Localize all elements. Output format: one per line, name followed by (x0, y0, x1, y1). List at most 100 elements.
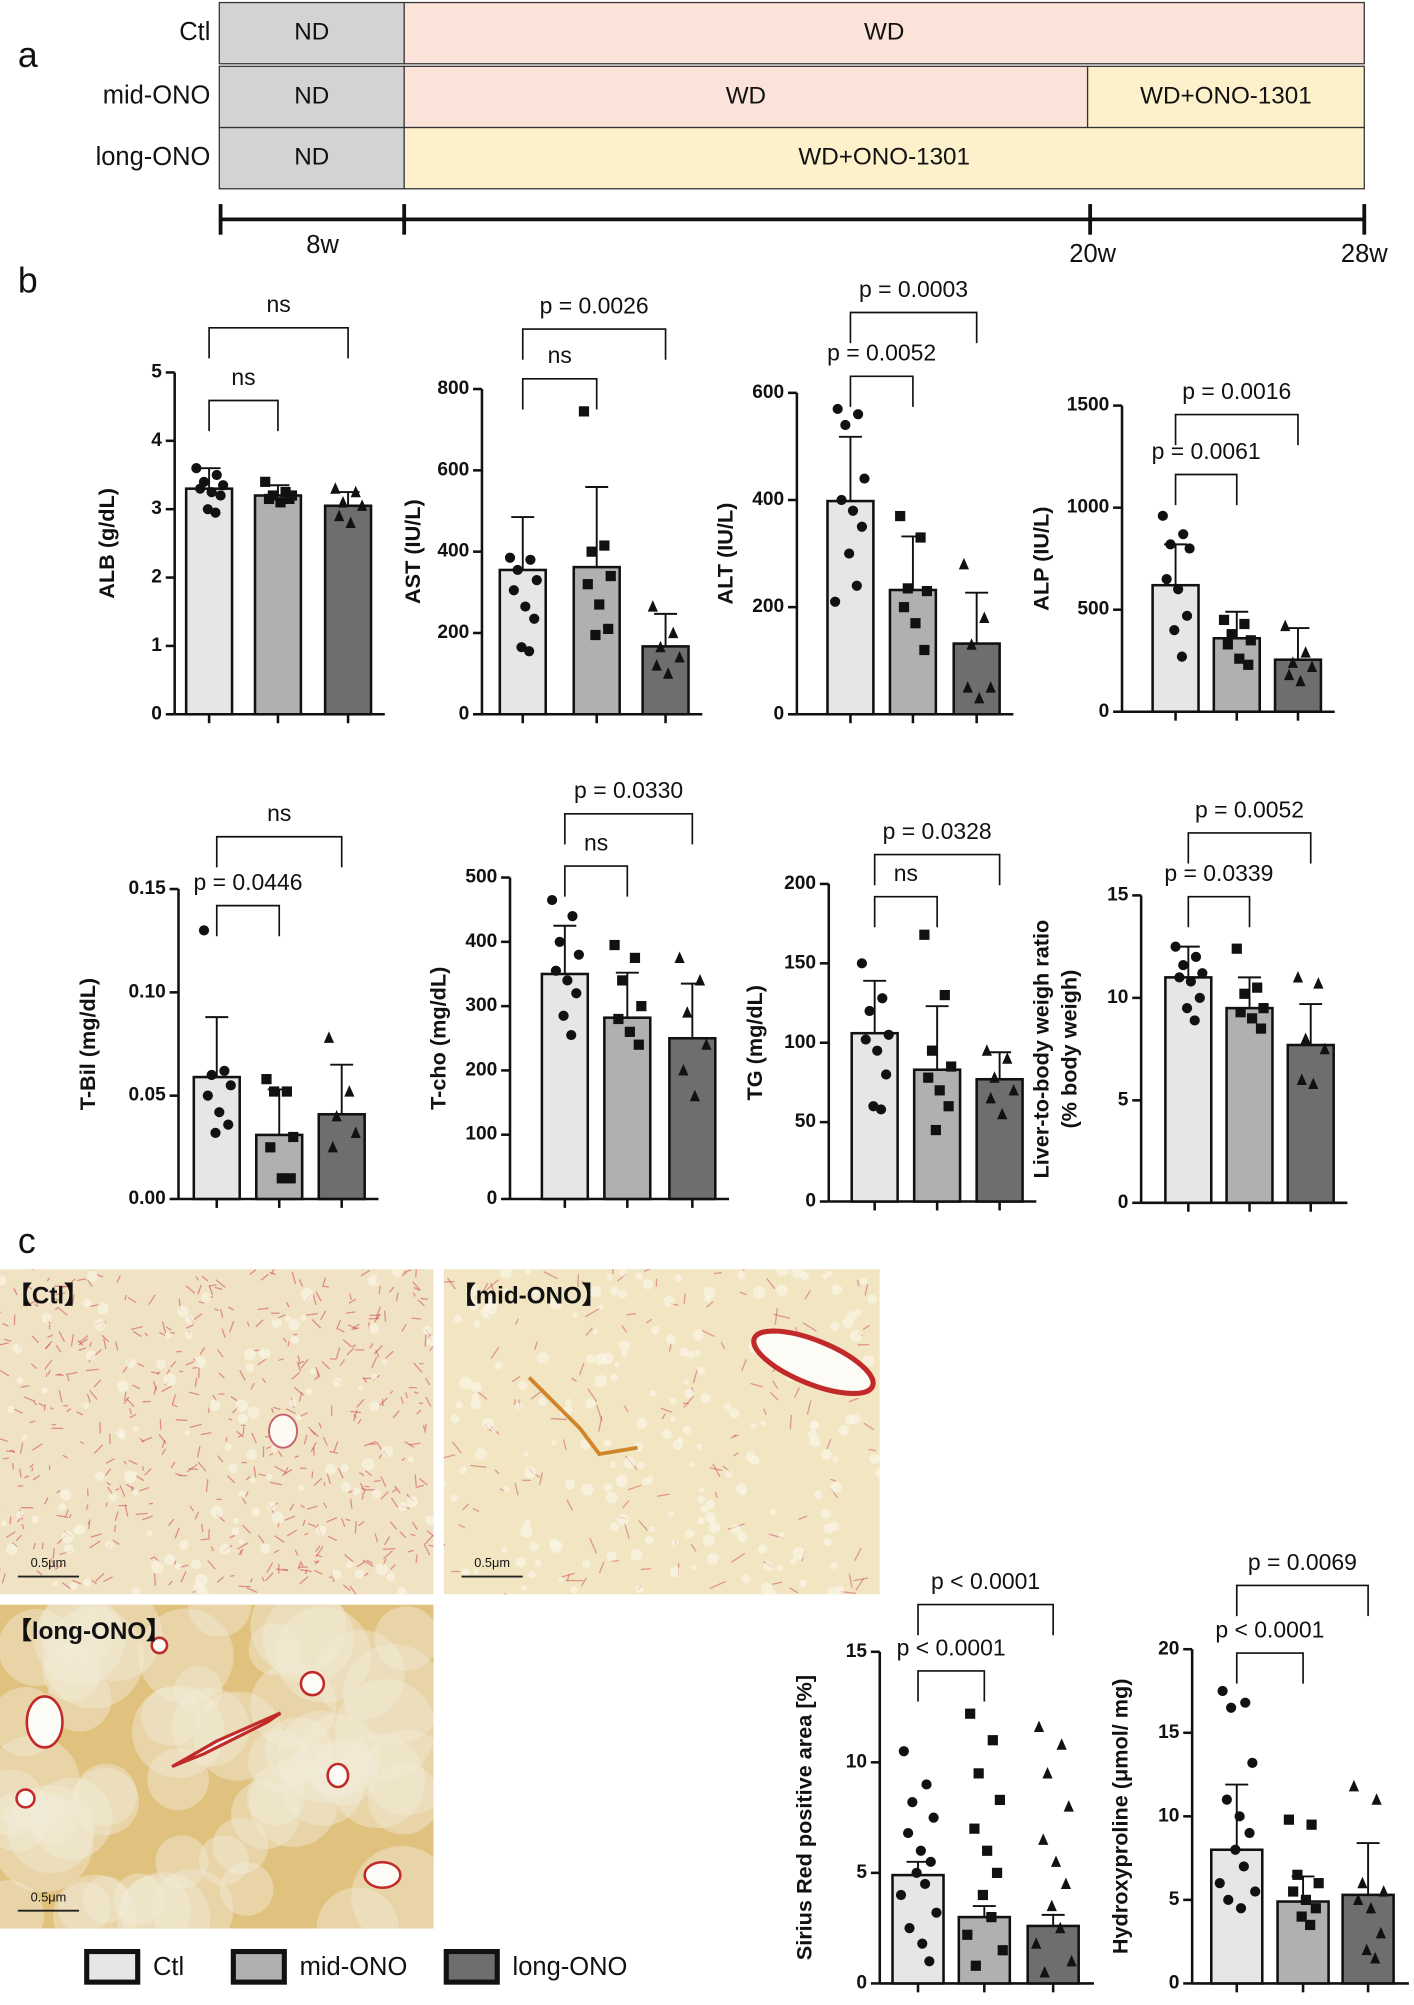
cell (368, 1275, 380, 1287)
cell (593, 1329, 599, 1335)
y-axis-label: Sirius Red positive area [%] (792, 1675, 817, 1960)
data-point (995, 1795, 1005, 1805)
data-point (1219, 615, 1229, 625)
data-point (857, 958, 867, 968)
data-point (617, 975, 627, 985)
cell (529, 1542, 539, 1552)
data-point (282, 1086, 292, 1096)
cell (83, 1403, 89, 1409)
cell (73, 1527, 80, 1534)
y-tick-label: 500 (465, 867, 497, 888)
fiber (18, 1486, 24, 1487)
data-point (853, 409, 863, 419)
cell (814, 1490, 823, 1499)
data-point (916, 1846, 926, 1856)
data-point (1218, 1686, 1228, 1696)
y-axis-label: TG (mg/dL) (742, 985, 767, 1101)
data-point (978, 1890, 988, 1900)
cell (737, 1271, 745, 1279)
data-point (1227, 629, 1237, 639)
cell (333, 1378, 342, 1387)
data-point (872, 1046, 882, 1056)
data-point (884, 1030, 894, 1040)
cell (32, 1516, 39, 1523)
y-tick-label: 100 (784, 1032, 816, 1053)
cell (471, 1382, 482, 1393)
cell (355, 1569, 365, 1579)
cell (179, 1540, 189, 1550)
data-point (212, 470, 222, 480)
data-point (1064, 1800, 1074, 1811)
comparison-bracket (875, 897, 937, 928)
y-tick-label: 0 (151, 703, 162, 724)
data-point (1184, 543, 1194, 553)
cell (610, 1287, 619, 1296)
fiber (502, 1593, 505, 1607)
cell (821, 1449, 832, 1460)
data-point (214, 1107, 224, 1117)
data-point (1284, 1815, 1294, 1825)
cell (778, 1532, 785, 1539)
cell (473, 1320, 481, 1328)
cell (12, 1344, 21, 1353)
data-point (613, 1014, 623, 1024)
cell (118, 1432, 125, 1439)
data-point (1243, 660, 1253, 670)
data-point (284, 494, 294, 504)
y-tick-label: 20 (1158, 1638, 1179, 1659)
data-point (636, 1001, 646, 1011)
bar (255, 496, 301, 715)
lobule (374, 1606, 438, 1670)
data-point (571, 988, 581, 998)
cell (692, 1329, 703, 1340)
fiber (13, 1463, 14, 1469)
cell (231, 1527, 239, 1535)
data-point (1230, 1845, 1240, 1855)
cell (761, 1583, 773, 1595)
data-point (920, 1879, 930, 1889)
segment-label: ND (294, 82, 329, 109)
data-point (587, 547, 597, 557)
cell (637, 1462, 645, 1470)
comparison-bracket (523, 379, 597, 410)
data-point (910, 618, 920, 628)
cell (651, 1326, 660, 1335)
cell (770, 1509, 776, 1515)
data-point (1047, 1900, 1057, 1911)
micrograph-bg (0, 1269, 434, 1594)
cell (407, 1496, 418, 1507)
data-point (1226, 1703, 1236, 1713)
cell (500, 1266, 512, 1278)
cell (742, 1574, 751, 1583)
cell (746, 1452, 756, 1462)
bar (1153, 585, 1199, 712)
cell (244, 1349, 256, 1361)
cell (454, 1315, 462, 1323)
cell (603, 1483, 612, 1492)
cell (697, 1517, 704, 1524)
y-tick-label: 0 (487, 1188, 498, 1209)
micrograph: 【Ctl】0.5μm (0, 1265, 438, 1597)
data-point (1236, 1903, 1246, 1913)
y-axis-label: ALT (IU/L) (712, 503, 737, 605)
cell (459, 1377, 472, 1390)
y-tick-label: 500 (1077, 599, 1109, 620)
y-tick-label: 0.00 (129, 1188, 166, 1209)
fiber (132, 1487, 133, 1492)
data-point (1280, 620, 1290, 631)
comparison-label: p = 0.0446 (193, 869, 302, 895)
data-point (944, 1101, 954, 1111)
cell (151, 1561, 164, 1574)
data-point (959, 558, 969, 569)
cell (461, 1568, 469, 1576)
data-point (903, 583, 913, 593)
cell (193, 1582, 203, 1592)
cell (731, 1524, 741, 1534)
comparison-label: ns (548, 342, 572, 368)
cell (669, 1398, 676, 1405)
cell (703, 1287, 715, 1299)
cell (475, 1448, 487, 1460)
data-point (1186, 976, 1196, 986)
cell (239, 1491, 246, 1498)
cell (830, 1322, 839, 1331)
